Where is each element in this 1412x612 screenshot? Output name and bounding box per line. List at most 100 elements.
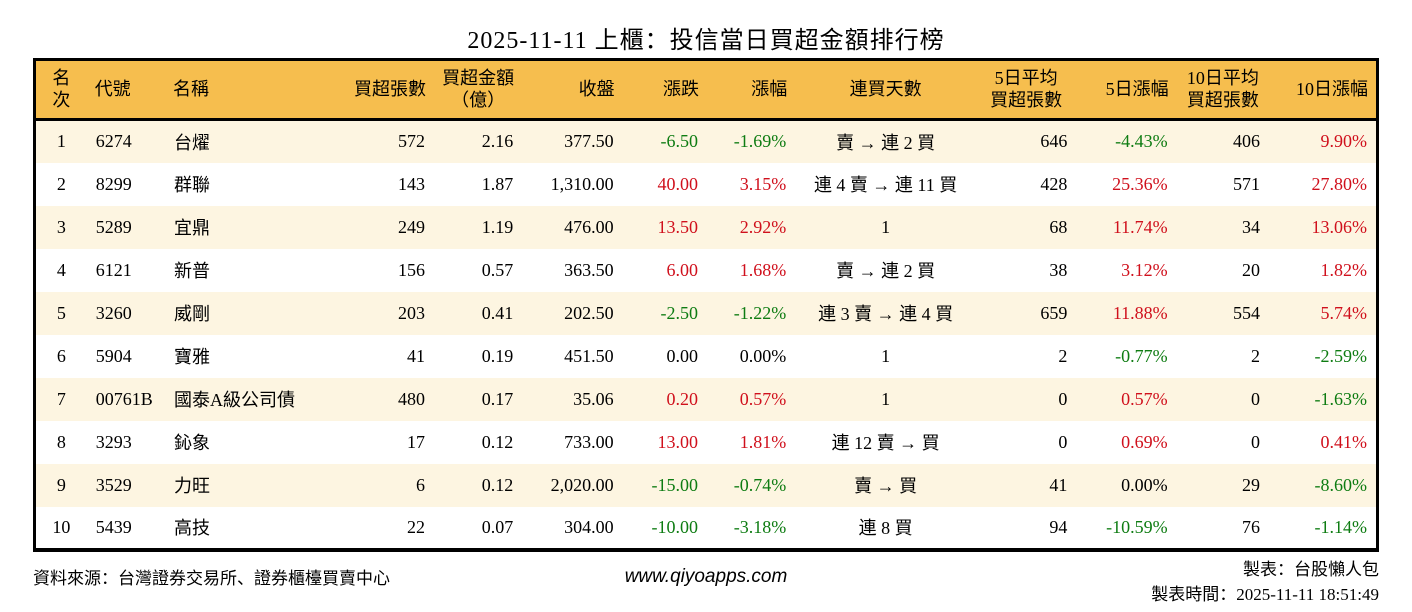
cell-avg5: 659 — [1040, 302, 1068, 323]
cell-avg5: 646 — [1040, 131, 1068, 152]
cell-code: 5289 — [95, 216, 132, 237]
column-header-pct5: 5日漲幅 — [1076, 59, 1177, 121]
cell-name: 群聯 — [173, 175, 210, 195]
cell-pct10: 5.74% — [1320, 302, 1368, 323]
column-header-avg10: 10日平均 買超張數 — [1176, 59, 1270, 121]
cell-volume: 249 — [397, 216, 425, 237]
cell-amount: 0.17 — [481, 388, 514, 409]
cell-avg10: 2 — [1251, 345, 1261, 366]
cell-rank: 10 — [52, 516, 71, 537]
cell-change_pct: 0.00% — [739, 345, 787, 366]
cell-pct5: 0.00% — [1121, 474, 1168, 495]
cell-amount: 1.87 — [481, 173, 514, 194]
column-header-change: 漲跌 — [622, 59, 707, 121]
column-header-name: 名稱 — [164, 59, 334, 121]
cell-code: 8299 — [95, 173, 132, 194]
cell-pct10: -1.63% — [1314, 388, 1368, 409]
cell-code: 3293 — [95, 431, 132, 452]
cell-avg10: 76 — [1242, 516, 1261, 537]
cell-rank: 7 — [56, 388, 66, 409]
cell-close: 476.00 — [564, 216, 614, 237]
column-header-code: 代號 — [86, 59, 165, 121]
cell-streak: 賣 → 連 2 買 — [836, 132, 936, 153]
website-link[interactable]: www.qiyoapps.com — [624, 565, 788, 587]
cell-avg5: 68 — [1049, 216, 1068, 237]
cell-streak: 連 3 賣 → 連 4 買 — [818, 304, 954, 324]
cell-volume: 203 — [397, 302, 425, 323]
cell-change: -15.00 — [651, 474, 698, 495]
cell-change_pct: 1.68% — [739, 259, 787, 280]
cell-code: 3260 — [95, 302, 132, 323]
cell-streak: 賣 → 連 2 買 — [836, 261, 936, 281]
cell-pct10: 27.80% — [1311, 173, 1368, 194]
cell-avg5: 94 — [1049, 516, 1068, 537]
cell-name: 國泰A級公司債 — [173, 390, 295, 410]
table-row: 5 3260 威剛 203 0.41 202.50 -2.50 -1.22% 連 3 賣 → 連… — [34, 291, 1378, 335]
cell-amount: 2.16 — [481, 131, 514, 152]
cell-pct10: 1.82% — [1320, 259, 1368, 280]
cell-pct5: -4.43% — [1115, 131, 1168, 152]
cell-change: 0.20 — [666, 388, 698, 409]
column-header-pct10: 10日漲幅 — [1269, 59, 1378, 121]
cell-volume: 480 — [397, 388, 425, 409]
cell-rank: 9 — [56, 474, 66, 495]
table-row: 8 3293 鈊象 17 0.12 733.00 13.00 1.81% 連 12 賣 → 買 0… — [34, 420, 1378, 464]
footer: 資料來源：台灣證券交易所、證券櫃檯買賣中心 www.qiyoapps.com 製… — [33, 557, 1379, 609]
cell-change: 13.00 — [657, 431, 698, 452]
cell-avg10: 0 — [1251, 388, 1261, 409]
cell-rank: 6 — [56, 345, 66, 366]
table-row: 3 5289 宜鼎 249 1.19 476.00 13.50 2.92% 1 68 11.74% 3… — [34, 205, 1378, 249]
table-row: 1 6274 台燿 572 2.16 377.50 -6.50 -1.69% 賣 → 連 2 買… — [34, 119, 1378, 163]
cell-pct10: -1.14% — [1314, 516, 1368, 537]
cell-amount: 1.19 — [481, 216, 514, 237]
cell-close: 377.50 — [564, 131, 614, 152]
cell-close: 2,020.00 — [550, 474, 614, 495]
table-row: 6 5904 寶雅 41 0.19 451.50 0.00 0.00% 1 2 -0.77% 2 -2.… — [34, 334, 1378, 378]
cell-avg10: 406 — [1233, 131, 1261, 152]
cell-change_pct: -1.22% — [733, 302, 787, 323]
cell-rank: 3 — [56, 216, 66, 237]
cell-streak: 連 12 賣 → 買 — [831, 433, 940, 453]
table-row: 10 5439 高技 22 0.07 304.00 -10.00 -3.18% 連 8 買 94 -… — [34, 506, 1378, 550]
cell-streak: 1 — [881, 216, 891, 237]
cell-streak: 連 8 買 — [858, 518, 913, 538]
cell-amount: 0.19 — [481, 345, 514, 366]
cell-avg5: 2 — [1058, 345, 1068, 366]
cell-avg5: 0 — [1058, 388, 1068, 409]
column-header-amount: 買超金額 （億） — [433, 59, 523, 121]
cell-pct5: -10.59% — [1106, 516, 1168, 537]
cell-pct5: -0.77% — [1115, 345, 1168, 366]
cell-pct10: -2.59% — [1314, 345, 1368, 366]
column-header-change_pct: 漲幅 — [706, 59, 796, 121]
cell-change_pct: 2.92% — [739, 216, 787, 237]
cell-rank: 2 — [56, 173, 66, 194]
cell-name: 新普 — [173, 261, 210, 281]
cell-avg10: 34 — [1242, 216, 1261, 237]
cell-pct10: 0.41% — [1320, 431, 1368, 452]
cell-pct10: 13.06% — [1311, 216, 1368, 237]
cell-volume: 6 — [415, 474, 425, 495]
cell-avg10: 29 — [1242, 474, 1261, 495]
cell-amount: 0.12 — [481, 474, 514, 495]
table-row: 4 6121 新普 156 0.57 363.50 6.00 1.68% 賣 → 連 2 買 38… — [34, 248, 1378, 292]
cell-close: 35.06 — [573, 388, 614, 409]
cell-close: 451.50 — [564, 345, 614, 366]
cell-volume: 22 — [406, 516, 425, 537]
generated-time-text: 製表時間：2025-11-11 18:51:49 — [1151, 585, 1379, 604]
column-header-volume: 買超張數 — [333, 59, 434, 121]
cell-change: -6.50 — [660, 131, 698, 152]
cell-pct5: 3.12% — [1121, 259, 1168, 280]
cell-change: 40.00 — [657, 173, 698, 194]
cell-volume: 41 — [406, 345, 425, 366]
cell-avg10: 0 — [1251, 431, 1261, 452]
cell-code: 6274 — [95, 131, 132, 152]
ranking-table: 名次 代號 名稱 買超張數 買超金額 （億） 收盤 漲跌 漲幅 連買天數 5日平均 買超張數 5日漲… — [33, 58, 1379, 552]
cell-name: 力旺 — [173, 476, 210, 496]
column-header-close: 收盤 — [522, 59, 623, 121]
table-wrapper: 名次 代號 名稱 買超張數 買超金額 （億） 收盤 漲跌 漲幅 連買天數 5日平均 買超張數 5日漲… — [33, 58, 1412, 552]
cell-streak: 1 — [881, 345, 891, 366]
cell-code: 3529 — [95, 474, 132, 495]
cell-close: 202.50 — [564, 302, 614, 323]
cell-pct10: -8.60% — [1314, 474, 1368, 495]
